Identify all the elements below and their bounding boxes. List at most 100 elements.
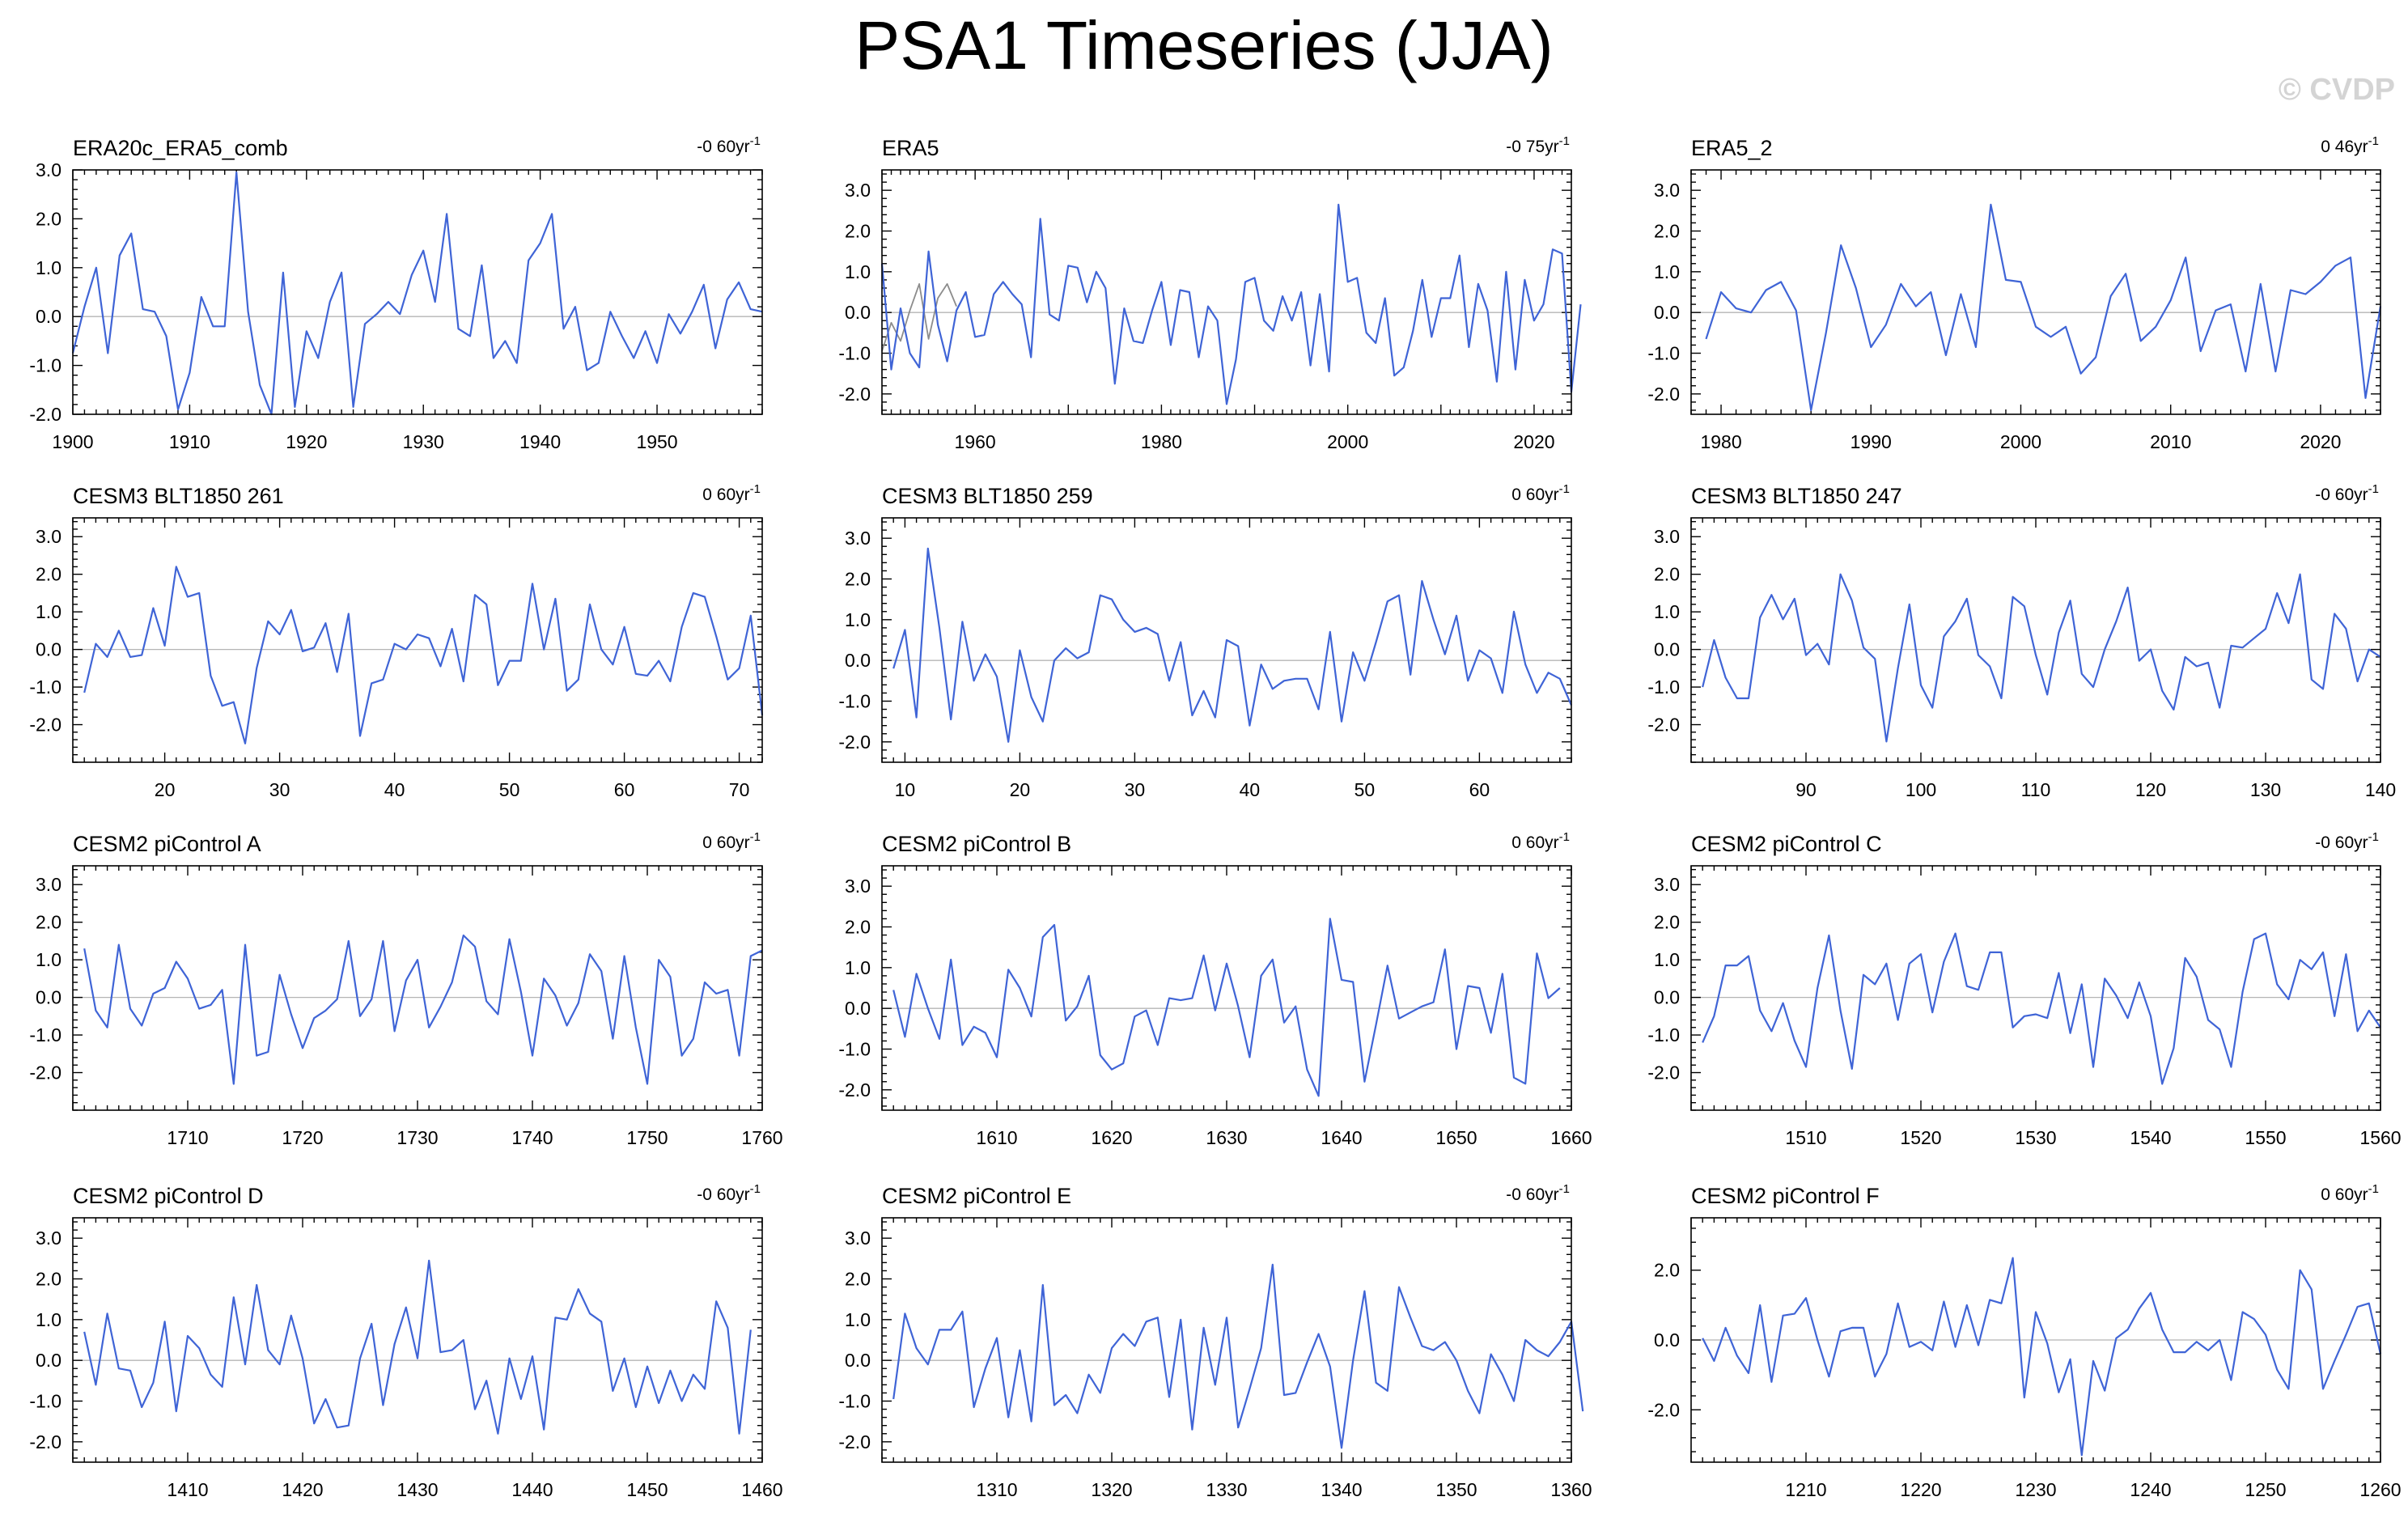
series-line	[1702, 932, 2381, 1085]
plot-frame	[1690, 517, 2381, 763]
series-line	[1702, 573, 2381, 743]
x-tick-label: 40	[1240, 779, 1261, 800]
plot-frame	[1690, 1217, 2381, 1463]
y-tick-label: -1.0	[29, 355, 61, 376]
watermark: © CVDP	[2278, 73, 2395, 107]
y-tick-label: -2.0	[29, 404, 61, 425]
plot-frame	[881, 169, 1572, 415]
x-tick-label: 30	[269, 779, 290, 800]
panel-6: -2.0 -1.0 0.0 1.0 2.0 3.0 90 100 110 120 130 140 CES…	[1647, 482, 2396, 800]
y-tick-label: -2.0	[1647, 384, 1680, 405]
y-tick-label: -1.0	[1647, 343, 1680, 364]
x-tick-label: 1660	[1550, 1127, 1592, 1148]
x-tick-label: 1210	[1785, 1479, 1826, 1500]
panel-title: CESM2 piControl A	[73, 832, 261, 856]
y-tick-label: 2.0	[1654, 912, 1680, 933]
y-tick-label: -2.0	[29, 1431, 61, 1452]
x-tick-label: 1950	[636, 431, 677, 452]
y-tick-label: 0.0	[1654, 1329, 1680, 1351]
y-tick-label: 3.0	[1654, 874, 1680, 895]
x-tick-label: 1610	[976, 1127, 1017, 1148]
y-tick-label: -1.0	[29, 1024, 61, 1045]
x-tick-label: 2010	[2150, 431, 2191, 452]
y-tick-label: 0.0	[845, 302, 871, 323]
panel-7: -2.0 -1.0 0.0 1.0 2.0 3.0 1710 1720 1730 1740 1750…	[29, 830, 782, 1148]
y-tick-label: -2.0	[838, 384, 871, 405]
x-tick-label: 1550	[2245, 1127, 2286, 1148]
y-tick-label: 2.0	[1654, 221, 1680, 242]
x-tick-label: 90	[1795, 779, 1817, 800]
y-tick-label: -1.0	[838, 1039, 871, 1060]
x-tick-label: 1990	[1851, 431, 1892, 452]
panel-12: -2.0 0.0 2.0 1210 1220 1230 1240 1250 1260 CESM2 …	[1647, 1182, 2401, 1500]
y-tick-label: 2.0	[36, 564, 61, 585]
y-tick-label: 0.0	[845, 998, 871, 1019]
y-tick-label: -2.0	[1647, 714, 1680, 736]
y-tick-label: -1.0	[1647, 676, 1680, 698]
x-tick-label: 1310	[976, 1479, 1017, 1500]
y-tick-label: -2.0	[838, 1079, 871, 1100]
x-tick-label: 50	[1354, 779, 1376, 800]
x-tick-label: 1760	[741, 1127, 782, 1148]
y-tick-label: 2.0	[1654, 564, 1680, 585]
y-tick-label: 0.0	[1654, 987, 1680, 1008]
trend-label: 0 46yr-1	[2321, 134, 2379, 156]
y-tick-label: 1.0	[36, 1309, 61, 1330]
y-tick-label: 1.0	[845, 1309, 871, 1330]
y-tick-label: 1.0	[36, 949, 61, 970]
x-tick-label: 1240	[2130, 1479, 2171, 1500]
x-tick-label: 50	[499, 779, 520, 800]
y-tick-label: 0.0	[36, 987, 61, 1008]
trend-label: -0 60yr-1	[697, 134, 761, 156]
x-tick-label: 140	[2365, 779, 2396, 800]
x-tick-label: 1750	[626, 1127, 668, 1148]
x-tick-label: 1410	[167, 1479, 208, 1500]
panel-title: CESM2 piControl B	[882, 832, 1071, 856]
x-tick-label: 60	[614, 779, 635, 800]
panel-1: -2.0 -1.0 0.0 1.0 2.0 3.0 1900 1910 1920 1930 1940…	[29, 134, 763, 452]
x-tick-label: 2020	[1513, 431, 1554, 452]
y-tick-label: 3.0	[845, 876, 871, 897]
x-tick-label: 2000	[1327, 431, 1368, 452]
x-tick-label: 1640	[1321, 1127, 1362, 1148]
panel-title: CESM2 piControl F	[1691, 1184, 1880, 1208]
x-tick-label: 1420	[282, 1479, 323, 1500]
x-tick-label: 1460	[741, 1479, 782, 1500]
y-tick-label: 2.0	[845, 917, 871, 938]
series-line	[83, 566, 764, 744]
x-tick-label: 1630	[1206, 1127, 1247, 1148]
panel-title: CESM2 piControl E	[882, 1184, 1071, 1208]
series-line	[71, 171, 763, 416]
plot-frame	[1690, 169, 2381, 415]
y-tick-label: -2.0	[29, 714, 61, 736]
series-line	[1702, 1257, 2382, 1457]
y-tick-label: -1.0	[1647, 1024, 1680, 1045]
y-tick-label: 2.0	[1654, 1260, 1680, 1281]
trend-label: -0 75yr-1	[1506, 134, 1570, 156]
x-tick-label: 110	[2021, 779, 2051, 800]
x-tick-label: 1530	[2015, 1127, 2056, 1148]
y-tick-label: -2.0	[1647, 1399, 1680, 1420]
panel-10: -2.0 -1.0 0.0 1.0 2.0 3.0 1410 1420 1430 1440 1450…	[29, 1182, 782, 1500]
panel-title: CESM2 piControl C	[1691, 832, 1882, 856]
x-tick-label: 120	[2135, 779, 2166, 800]
y-tick-label: -2.0	[838, 1431, 871, 1452]
x-tick-label: 1710	[167, 1127, 208, 1148]
panel-11: -2.0 -1.0 0.0 1.0 2.0 3.0 1310 1320 1330 1340 1350…	[838, 1182, 1592, 1500]
trend-label: -0 60yr-1	[2315, 830, 2379, 852]
x-tick-label: 1980	[1141, 431, 1182, 452]
y-tick-label: 3.0	[36, 526, 61, 547]
y-tick-label: 0.0	[1654, 639, 1680, 660]
x-tick-label: 1260	[2359, 1479, 2401, 1500]
plot-frame	[881, 865, 1572, 1111]
panel-4: -2.0 -1.0 0.0 1.0 2.0 3.0 20 30 40 50 60 70 CESM3 BL…	[29, 482, 764, 800]
x-tick-label: 60	[1469, 779, 1490, 800]
panel-9: -2.0 -1.0 0.0 1.0 2.0 3.0 1510 1520 1530 1540 1550…	[1647, 830, 2401, 1148]
series-line	[880, 203, 1582, 405]
y-tick-label: 1.0	[845, 957, 871, 978]
series-line	[83, 1259, 752, 1435]
plot-frame	[881, 517, 1572, 763]
y-tick-label: 2.0	[845, 221, 871, 242]
x-tick-label: 1350	[1435, 1479, 1477, 1500]
y-tick-label: 1.0	[36, 601, 61, 622]
